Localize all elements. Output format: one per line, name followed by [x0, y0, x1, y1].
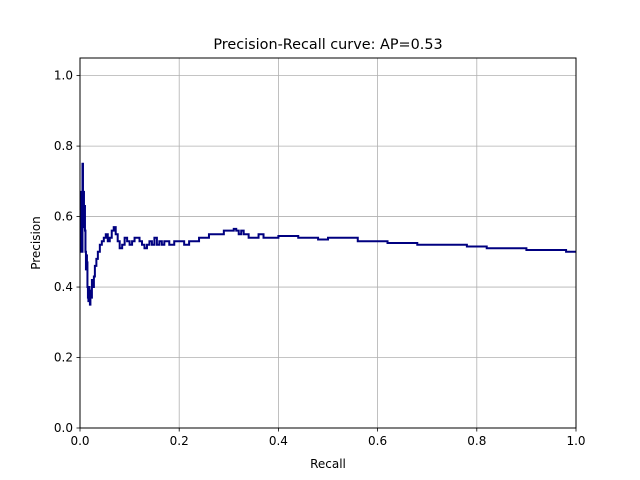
- x-axis-label: Recall: [310, 457, 346, 471]
- ticks-layer: 0.0 0.2 0.4 0.6 0.8 1.0 0.0 0.2 0.4 0.6 0.8 1.0: [54, 69, 586, 448]
- y-axis-label: Precision: [29, 216, 43, 270]
- y-tick-label: 1.0: [54, 69, 73, 83]
- grid-layer: [79, 58, 577, 429]
- x-tick-label: 0.2: [170, 434, 189, 448]
- y-tick-label: 0.8: [54, 139, 73, 153]
- x-tick-label: 1.0: [566, 434, 585, 448]
- x-tick-label: 0.4: [269, 434, 288, 448]
- y-tick-label: 0.6: [54, 210, 73, 224]
- x-tick-label: 0.6: [368, 434, 387, 448]
- x-tick-label: 0.8: [467, 434, 486, 448]
- y-tick-label: 0.2: [54, 351, 73, 365]
- x-tick-label: 0.0: [70, 434, 89, 448]
- chart-title: Precision-Recall curve: AP=0.53: [213, 37, 442, 53]
- plot-frame: [79, 57, 577, 429]
- precision-recall-line: [79, 162, 576, 306]
- y-tick-label: 0.4: [54, 280, 73, 294]
- y-tick-label: 0.0: [54, 421, 73, 435]
